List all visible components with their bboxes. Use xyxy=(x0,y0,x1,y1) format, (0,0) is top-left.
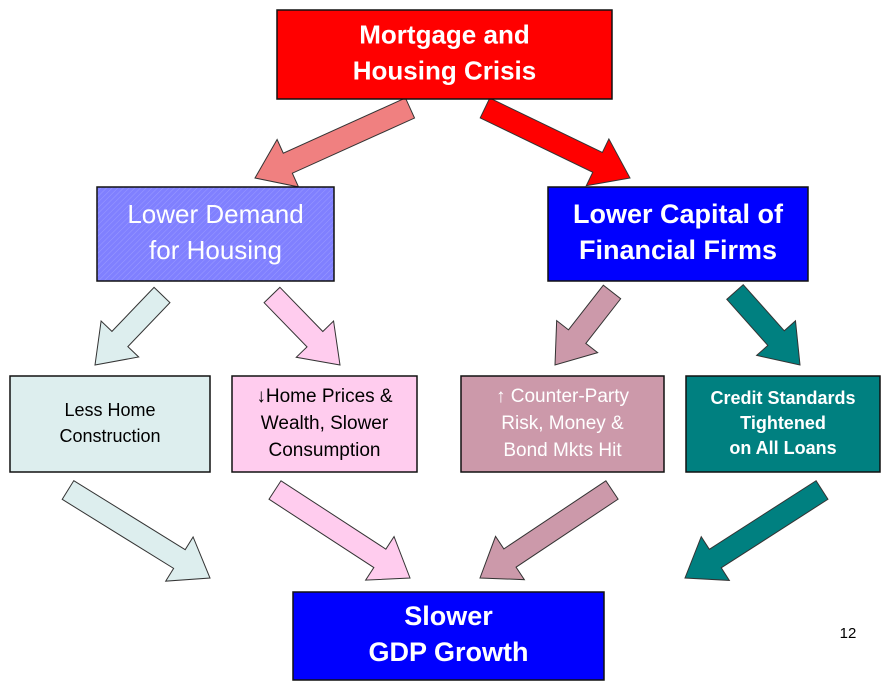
node-label: Slower xyxy=(404,601,493,631)
arrow xyxy=(479,480,619,581)
node-box xyxy=(685,375,881,473)
page-number: 12 xyxy=(840,625,857,642)
node-label: ↑ Counter-Party xyxy=(496,386,630,407)
node-label: for Housing xyxy=(149,235,282,265)
node-label: Tightened xyxy=(740,413,826,433)
arrow xyxy=(726,283,801,366)
node-box xyxy=(460,375,665,473)
node-label: GDP Growth xyxy=(368,637,528,667)
node-label: Wealth, Slower xyxy=(261,413,389,434)
node-label: Bond Mkts Hit xyxy=(503,440,622,461)
node-box xyxy=(96,186,335,282)
arrow xyxy=(254,97,416,188)
node-box xyxy=(292,591,605,681)
node-box xyxy=(9,375,211,473)
arrow xyxy=(684,480,829,581)
node-box xyxy=(547,186,809,282)
node-label: Consumption xyxy=(269,440,381,461)
node-label: Construction xyxy=(59,426,160,446)
node-box xyxy=(276,9,613,100)
node-label: Financial Firms xyxy=(579,235,777,265)
node-box xyxy=(231,375,418,473)
node-label: Credit Standards xyxy=(710,388,855,408)
node-label: Mortgage and xyxy=(359,19,529,49)
arrow xyxy=(554,284,622,366)
node-label: ↓Home Prices & xyxy=(256,386,393,407)
node-label: Housing Crisis xyxy=(353,55,536,85)
node-label: Lower Demand xyxy=(127,199,303,229)
arrow xyxy=(61,479,211,582)
arrow xyxy=(94,286,171,366)
arrow xyxy=(479,97,631,187)
arrow xyxy=(263,286,341,366)
node-label: Risk, Money & xyxy=(501,413,624,434)
node-label: on All Loans xyxy=(729,438,836,458)
node-label: Lower Capital of xyxy=(573,199,784,229)
node-label: Less Home xyxy=(64,400,155,420)
arrow xyxy=(268,480,411,581)
